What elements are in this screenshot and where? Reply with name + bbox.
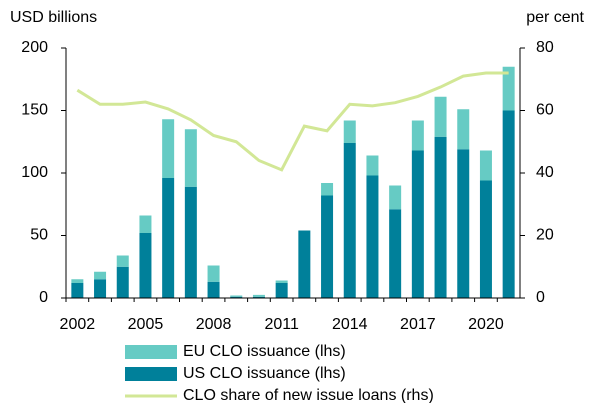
bar [321, 195, 334, 298]
bar [366, 175, 379, 298]
bar [184, 186, 197, 298]
bar [94, 271, 107, 280]
y2-tick-label: 80 [536, 39, 554, 56]
bar [162, 119, 175, 178]
bar [162, 178, 175, 298]
y2-tick-label: 60 [536, 102, 554, 119]
bar [389, 209, 402, 298]
y2-tick-label: 20 [536, 227, 554, 244]
bar [434, 136, 447, 298]
bar [298, 230, 311, 298]
line [76, 71, 509, 172]
bar [434, 96, 447, 137]
bar [71, 279, 84, 283]
bar [479, 150, 492, 181]
y-tick-label: 150 [21, 102, 48, 119]
x-tick-label: 2002 [60, 316, 96, 333]
bar [139, 233, 152, 298]
bar [184, 129, 197, 187]
legend-label: CLO share of new issue loans (rhs) [183, 387, 434, 403]
bar [139, 215, 152, 233]
bar [343, 143, 356, 298]
bar [389, 185, 402, 210]
bar [366, 155, 379, 176]
bar [457, 149, 470, 298]
bar [502, 66, 515, 111]
bar [321, 183, 334, 196]
y2-axis-title: per cent [526, 9, 584, 26]
y-tick-label: 0 [39, 289, 48, 306]
bar [207, 281, 220, 298]
bar [94, 279, 107, 298]
bar [71, 283, 84, 298]
y2-tick-label: 0 [536, 289, 545, 306]
bar [457, 109, 470, 150]
y-tick-label: 50 [30, 227, 48, 244]
y-tick-label: 200 [21, 39, 48, 56]
bar [343, 120, 356, 143]
bar [479, 180, 492, 298]
bar [230, 296, 243, 298]
bar [252, 296, 265, 298]
bar [230, 295, 243, 297]
y2-tick-label: 40 [536, 164, 554, 181]
legend-label: EU CLO issuance (lhs) [183, 343, 346, 360]
x-tick-label: 2008 [196, 316, 232, 333]
bar [502, 110, 515, 298]
bar [275, 283, 288, 298]
y-axis-title: USD billions [10, 9, 97, 26]
legend-label: US CLO issuance (lhs) [183, 365, 346, 382]
x-tick-label: 2017 [400, 316, 436, 333]
bar [116, 255, 129, 267]
y-tick-label: 100 [21, 164, 48, 181]
x-tick-label: 2005 [128, 316, 164, 333]
x-tick-label: 2020 [468, 316, 504, 333]
bar [116, 266, 129, 298]
legend-swatch [125, 345, 177, 359]
x-tick-label: 2011 [264, 316, 299, 333]
x-tick-label: 2014 [332, 316, 368, 333]
bar [252, 294, 265, 297]
bar [411, 120, 424, 151]
bar [411, 150, 424, 298]
bar [275, 280, 288, 283]
bar [207, 265, 220, 282]
legend-swatch [125, 367, 177, 381]
